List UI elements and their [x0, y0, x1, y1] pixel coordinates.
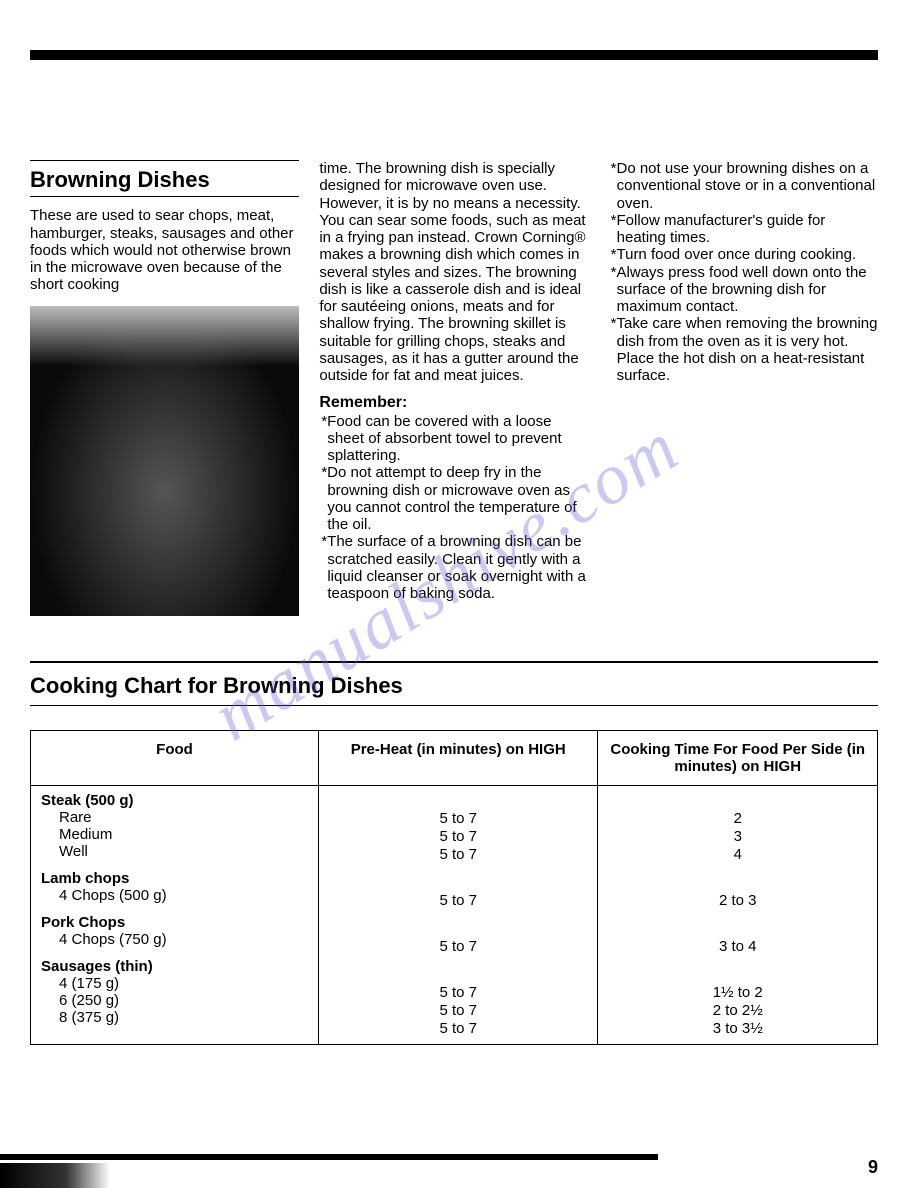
lamb-sub: 4 Chops (500 g) [41, 887, 308, 904]
section-title: Browning Dishes [30, 167, 299, 196]
th-food: Food [31, 730, 319, 785]
col2-para1: time. The browning dish is specially des… [319, 160, 588, 384]
sausages-4-time: 1½ to 2 [608, 984, 867, 1002]
col3-item-5: *Take care when removing the browning di… [609, 315, 878, 384]
lamb-label: Lamb chops [41, 870, 129, 887]
pork-pre: 5 to 7 [329, 938, 588, 956]
col3-item-1: *Do not use your browning dishes on a co… [609, 160, 878, 212]
food-cell: Steak (500 g) Rare Medium Well Lamb chop… [31, 785, 319, 1044]
sausages-4-pre: 5 to 7 [329, 984, 588, 1002]
steak-well-pre: 5 to 7 [329, 846, 588, 864]
remember-item-1: *Food can be covered with a loose sheet … [319, 413, 588, 465]
table-body-row: Steak (500 g) Rare Medium Well Lamb chop… [31, 785, 878, 1044]
steak-well-time: 4 [608, 846, 867, 864]
steak-rare-time: 2 [608, 810, 867, 828]
browning-dish-photo [30, 306, 299, 616]
cooktime-cell: 2 3 4 2 to 3 3 to 4 [598, 785, 878, 1044]
chart-section: Cooking Chart for Browning Dishes Food P… [30, 661, 878, 1045]
text-columns: Browning Dishes These are used to sear c… [30, 160, 878, 616]
steak-label: Steak (500 g) [41, 792, 134, 809]
steak-rare-pre: 5 to 7 [329, 810, 588, 828]
title-underline [30, 196, 299, 197]
col3-item-3: *Turn food over once during cooking. [609, 246, 878, 263]
sausages-label: Sausages (thin) [41, 958, 153, 975]
sausages-8-time: 3 to 3½ [608, 1020, 867, 1038]
col3-item-4: *Always press food well down onto the su… [609, 264, 878, 316]
steak-med-pre: 5 to 7 [329, 828, 588, 846]
steak-medium: Medium [41, 826, 308, 843]
col3-item-2: *Follow manufacturer's guide for heating… [609, 212, 878, 247]
preheat-cell: 5 to 7 5 to 7 5 to 7 5 to 7 5 to 7 [318, 785, 598, 1044]
column-3: *Do not use your browning dishes on a co… [609, 160, 878, 616]
column-1: Browning Dishes These are used to sear c… [30, 160, 299, 616]
sausages-6: 6 (250 g) [41, 992, 308, 1009]
chart-title: Cooking Chart for Browning Dishes [30, 667, 878, 705]
pork-label: Pork Chops [41, 914, 125, 931]
sausages-8-pre: 5 to 7 [329, 1020, 588, 1038]
chart-rule-under [30, 705, 878, 706]
th-preheat: Pre-Heat (in minutes) on HIGH [318, 730, 598, 785]
steak-well: Well [41, 843, 308, 860]
footer-dark [0, 1163, 110, 1188]
footer-bar [0, 1154, 658, 1160]
cooking-table: Food Pre-Heat (in minutes) on HIGH Cooki… [30, 730, 878, 1045]
top-rule [30, 50, 878, 60]
lamb-time: 2 to 3 [608, 892, 867, 910]
th-cooktime: Cooking Time For Food Per Side (in minut… [598, 730, 878, 785]
chart-rule-top [30, 661, 878, 663]
column-2: time. The browning dish is specially des… [319, 160, 588, 616]
steak-rare: Rare [41, 809, 308, 826]
sausages-4: 4 (175 g) [41, 975, 308, 992]
remember-item-2: *Do not attempt to deep fry in the brown… [319, 464, 588, 533]
remember-heading: Remember: [319, 394, 588, 412]
pork-sub: 4 Chops (750 g) [41, 931, 308, 948]
lamb-pre: 5 to 7 [329, 892, 588, 910]
steak-med-time: 3 [608, 828, 867, 846]
table-header-row: Food Pre-Heat (in minutes) on HIGH Cooki… [31, 730, 878, 785]
sausages-6-time: 2 to 2½ [608, 1002, 867, 1020]
col1-rule [30, 160, 299, 161]
sausages-8: 8 (375 g) [41, 1009, 308, 1026]
page-container: Browning Dishes These are used to sear c… [0, 0, 918, 1045]
remember-item-3: *The surface of a browning dish can be s… [319, 533, 588, 602]
sausages-6-pre: 5 to 7 [329, 1002, 588, 1020]
intro-paragraph: These are used to sear chops, meat, hamb… [30, 207, 299, 293]
page-number: 9 [868, 1157, 878, 1178]
pork-time: 3 to 4 [608, 938, 867, 956]
